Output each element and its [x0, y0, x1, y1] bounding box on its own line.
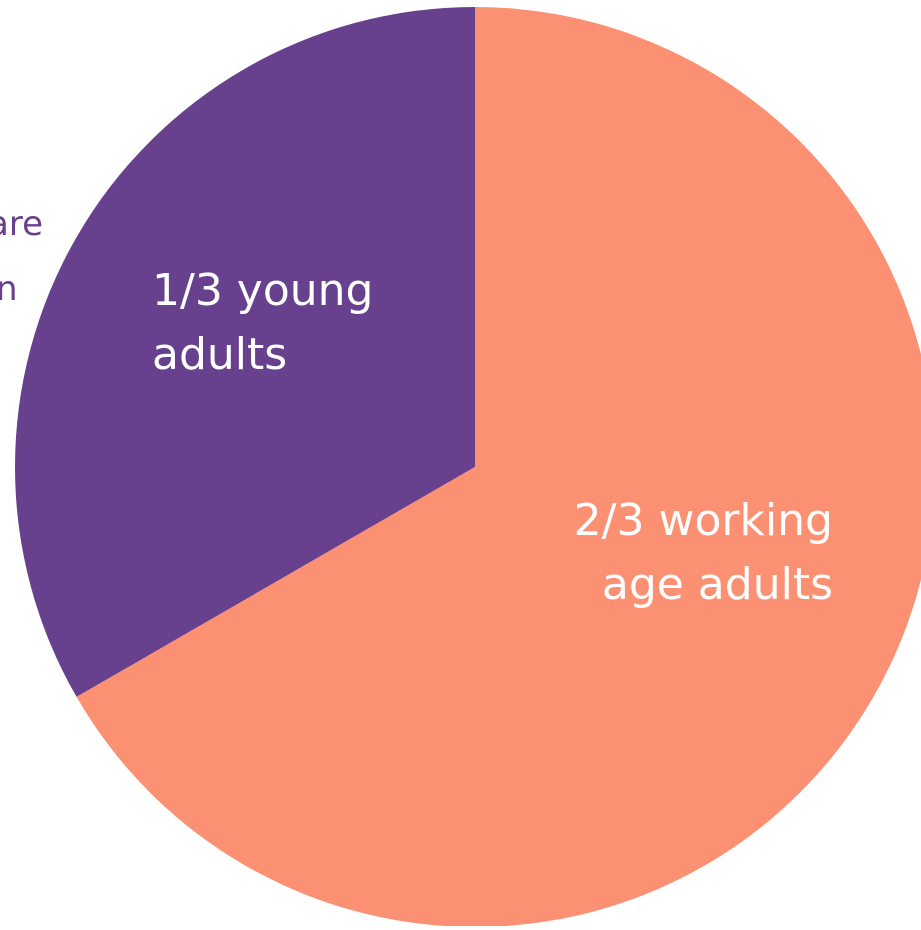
- slice-label-young-line-1: 1/3 young: [152, 265, 374, 316]
- slice-label-working-line-1: 2/3 working: [573, 495, 833, 546]
- pie-slice-working-age-adults: [76, 7, 921, 927]
- cut-off-text-line-1: are: [0, 204, 43, 244]
- pie-slice-young-adults: [14, 7, 476, 697]
- slice-label-young-line-2: adults: [152, 329, 288, 380]
- cut-off-text-line-2: n: [0, 269, 18, 309]
- slice-label-working-line-2: age adults: [601, 559, 833, 610]
